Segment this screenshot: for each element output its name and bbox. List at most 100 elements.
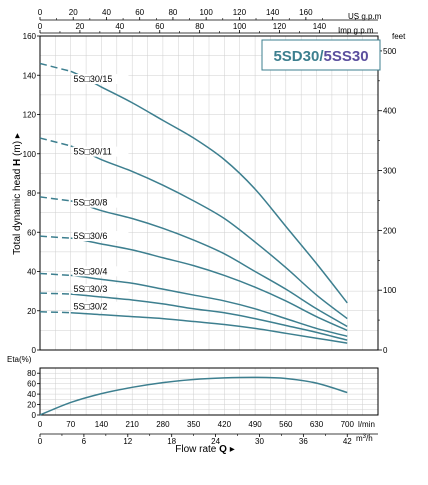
head-ft-tick-label: 400: [383, 107, 397, 116]
imp-gpm-tick-label: 80: [195, 22, 204, 31]
lmin-tick-label: 490: [248, 420, 262, 429]
m3h-tick-label: 24: [211, 437, 220, 446]
imp-gpm-tick-label: 100: [233, 22, 247, 31]
m3h-tick-label: 6: [82, 437, 87, 446]
imp-gpm-tick-label: 120: [273, 22, 287, 31]
head-m-tick-label: 20: [27, 307, 36, 316]
us-gpm-tick-label: 40: [102, 8, 111, 17]
x-axis-label-symbol: Q: [219, 444, 227, 455]
y-axis-label-symbol: H: [12, 159, 23, 166]
m3h-unit-tail: /h: [366, 434, 373, 443]
bottom-flow-axes: 0 70 140 210 280 350 420 490 560 630 700 0 6 12 18 24 30…: [38, 420, 378, 446]
lmin-tick-label: 210: [126, 420, 140, 429]
y-axis-label-prefix: Total dynamic head: [12, 166, 23, 255]
head-curves: 5S□30/15 5S□30/11 5S□30/8 5S□30/6 5S□30/4 5S□…: [39, 62, 348, 344]
us-gpm-tick-label: 20: [69, 8, 78, 17]
x-axis-label-suffix: ▸: [227, 444, 235, 455]
us-gpm-tick-label: 100: [199, 8, 213, 17]
x-axis-label: Flow rate Q ▸: [175, 444, 235, 455]
head-m-tick-label: 120: [23, 111, 37, 120]
us-gpm-tick-label: 160: [299, 8, 313, 17]
head-m-tick-label: 140: [23, 71, 37, 80]
m3h-tick-label: 18: [167, 437, 176, 446]
svg-text:5SD30/5SS30: 5SD30/5SS30: [273, 48, 368, 65]
imp-gpm-tick-label: 140: [313, 22, 327, 31]
eta-plot-frame: [39, 367, 379, 416]
m3h-tick-label: 12: [123, 437, 132, 446]
y-axis-label-suffix: (m) ▸: [12, 133, 23, 159]
series-label-background: [72, 146, 129, 157]
head-curve-line: [70, 311, 348, 344]
efficiency-curve: [39, 376, 348, 416]
lmin-tick-label: 630: [310, 420, 324, 429]
imp-gpm-tick-label: 60: [155, 22, 164, 31]
imp-gpm-tick-label: 20: [75, 22, 84, 31]
head-ft-tick-label: 0: [383, 346, 388, 355]
head-ft-axis: 0 100 200 300 400 500: [378, 47, 397, 355]
lmin-tick-label: 0: [38, 420, 43, 429]
lmin-tick-label: 700: [341, 420, 355, 429]
series-label: 5S□30/6: [73, 231, 107, 241]
head-ft-tick-label: 100: [383, 286, 397, 295]
head-curve-line: [70, 274, 348, 337]
series-label-background: [72, 74, 129, 85]
series-label: 5S□30/2: [73, 302, 107, 312]
eta-axis-label: Eta(%): [7, 355, 32, 364]
m3h-unit-exp: 3: [363, 434, 367, 440]
imp-gpm-unit-label: Imp g.p.m: [338, 26, 374, 35]
imp-gpm-tick-label: 40: [115, 22, 124, 31]
eta-tick-label: 80: [27, 369, 36, 378]
series-label-background: [72, 301, 129, 312]
head-curve-dashed-segment: [39, 235, 71, 239]
series-label: 5S□30/3: [73, 284, 107, 294]
head-curve-line: [70, 293, 348, 341]
eta-tick-label: 20: [27, 401, 36, 410]
series-label: 5S□30/4: [73, 266, 107, 276]
eta-tick-label: 40: [27, 390, 36, 399]
head-ft-tick-label: 500: [383, 47, 397, 56]
head-m-axis: 0 20 40 60 80 100 120 140 160: [23, 32, 40, 355]
eta-tick-label: 60: [27, 380, 36, 389]
head-curve-line: [70, 145, 348, 320]
lmin-tick-label: 280: [156, 420, 170, 429]
imp-gpm-tick-label: 0: [38, 22, 43, 31]
series-label: 5S□30/8: [73, 198, 107, 208]
head-ft-tick-label: 300: [383, 167, 397, 176]
series-label-background: [72, 284, 129, 295]
head-curve-dashed-segment: [39, 272, 71, 277]
us-gpm-tick-label: 140: [266, 8, 280, 17]
lmin-tick-label: 560: [279, 420, 293, 429]
head-m-tick-label: 60: [27, 228, 36, 237]
head-curve-dashed-segment: [39, 137, 71, 147]
us-gpm-tick-label: 60: [135, 8, 144, 17]
head-ft-tick-label: 200: [383, 226, 397, 235]
series-label: 5S□30/11: [73, 147, 111, 157]
head-m-tick-label: 100: [23, 150, 37, 159]
lmin-tick-label: 350: [187, 420, 201, 429]
series-label: 5S□30/15: [73, 74, 112, 84]
head-m-tick-label: 80: [27, 189, 36, 198]
head-curve-line: [70, 70, 348, 304]
m3h-unit-label: m3/h: [356, 434, 373, 443]
us-gpm-tick-label: 80: [168, 8, 177, 17]
lmin-tick-label: 140: [95, 420, 109, 429]
head-m-tick-label: 160: [23, 32, 37, 41]
us-gpm-tick-label: 0: [38, 8, 43, 17]
m3h-tick-label: 0: [38, 437, 43, 446]
m3h-tick-label: 36: [299, 437, 308, 446]
head-curve-line: [70, 200, 348, 328]
m3h-tick-label: 30: [255, 437, 264, 446]
head-curve-line: [70, 237, 348, 332]
head-curve-dashed-segment: [39, 292, 71, 295]
us-gpm-tick-label: 120: [233, 8, 247, 17]
eta-tick-label: 0: [32, 411, 37, 420]
y-axis-label: Total dynamic head H (m) ▸: [12, 133, 23, 255]
us-gpm-unit-label: US g.p.m: [348, 12, 382, 21]
head-curve-dashed-segment: [39, 310, 71, 314]
m3h-unit-base: m: [356, 434, 363, 443]
model-badge-part2: 5SS30: [324, 48, 369, 65]
lmin-unit-label: l/min: [358, 420, 375, 429]
head-m-tick-label: 0: [32, 346, 37, 355]
